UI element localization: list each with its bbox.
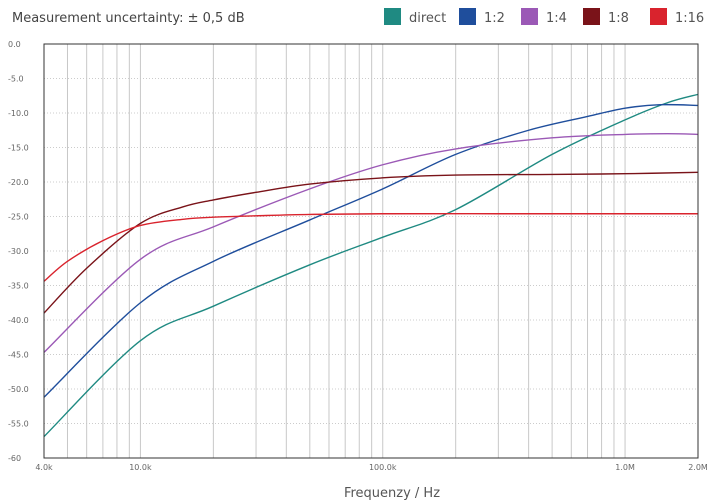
- x-axis: 4.0k 10.0k 100.0k 1.0M 2.0M: [35, 463, 708, 472]
- y-tick-label: -10.0: [8, 109, 29, 118]
- legend-label: 1:2: [484, 11, 505, 26]
- legend: direct 1:2 1:4 1:8 1:16: [384, 8, 704, 26]
- y-axis: 0.0 -5.0 -10.0 -15.0 -20.0 -25.0 -30.0 -35.0 -40…: [8, 40, 29, 463]
- plot-lines: [43, 93, 699, 438]
- grid: [44, 44, 698, 458]
- x-tick-label: 10.0k: [129, 463, 152, 472]
- legend-swatch: [384, 8, 401, 25]
- x-tick-label: 1.0M: [615, 463, 635, 472]
- series-line-1-8: [43, 171, 699, 314]
- y-tick-label: -45.0: [8, 351, 29, 360]
- legend-label: 1:16: [675, 11, 704, 26]
- chart-title: Measurement uncertainty: ± 0,5 dB: [12, 11, 245, 26]
- series-line-1-16: [43, 212, 698, 282]
- plot-frame: [43, 43, 699, 459]
- y-tick-label: -60: [8, 454, 21, 463]
- legend-swatch: [650, 8, 667, 25]
- x-tick-label: 100.0k: [369, 463, 397, 472]
- x-axis-label: Frequenzy / Hz: [344, 486, 440, 501]
- y-tick-label: -15.0: [8, 144, 29, 153]
- y-tick-label: -20.0: [8, 178, 29, 187]
- y-tick-label: -55.0: [8, 420, 29, 429]
- y-tick-label: -40.0: [8, 316, 29, 325]
- x-tick-label: 4.0k: [35, 463, 53, 472]
- y-tick-label: -30.0: [8, 247, 29, 256]
- series-line-1-4: [43, 132, 699, 353]
- x-tick-label: 2.0M: [688, 463, 708, 472]
- y-tick-label: 0.0: [8, 40, 21, 49]
- series-line-1-2: [43, 103, 699, 398]
- legend-swatch: [521, 8, 538, 25]
- legend-swatch: [583, 8, 600, 25]
- y-tick-label: -35.0: [8, 282, 29, 291]
- y-tick-label: -50.0: [8, 385, 29, 394]
- y-tick-label: -25.0: [8, 213, 29, 222]
- legend-label: 1:4: [546, 11, 567, 26]
- legend-label: direct: [409, 11, 446, 26]
- legend-label: 1:8: [608, 11, 629, 26]
- legend-swatch: [459, 8, 476, 25]
- y-tick-label: -5.0: [8, 75, 24, 84]
- series-line-direct: [43, 93, 699, 438]
